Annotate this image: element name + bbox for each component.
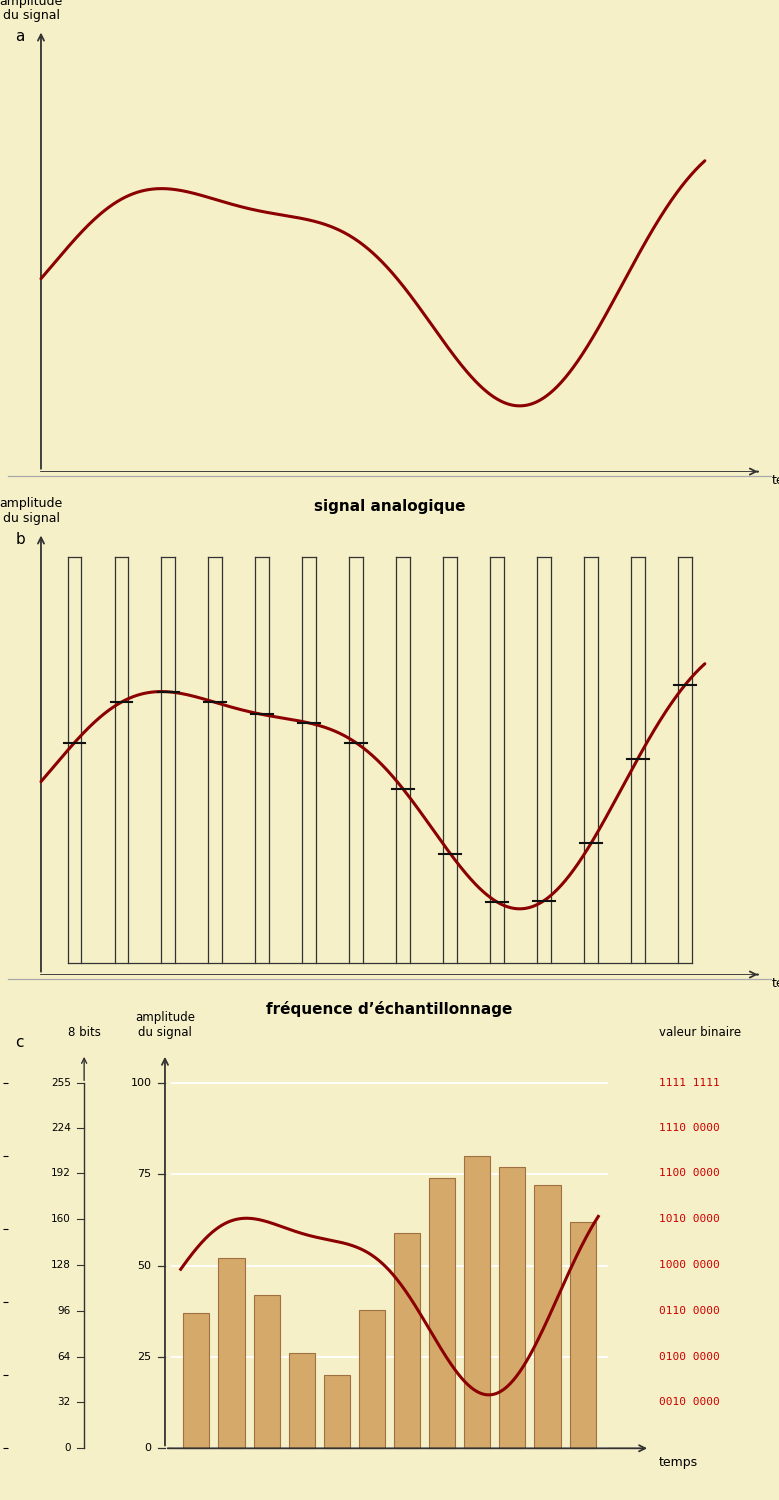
Bar	[289, 1353, 315, 1449]
Text: 160: 160	[51, 1214, 71, 1224]
Text: fréquence d’échantillonnage: fréquence d’échantillonnage	[266, 1002, 513, 1017]
Text: 100: 100	[131, 1078, 151, 1088]
Bar	[464, 1156, 490, 1449]
Text: c: c	[16, 1035, 24, 1050]
Bar	[394, 1233, 420, 1449]
Text: b: b	[16, 532, 25, 548]
Bar	[254, 1294, 280, 1449]
Text: 0: 0	[144, 1443, 151, 1454]
Bar	[429, 1178, 455, 1449]
Text: 96: 96	[58, 1306, 71, 1316]
Bar	[183, 1312, 210, 1449]
Bar	[569, 1222, 596, 1449]
Text: 255: 255	[51, 1078, 71, 1088]
Text: 1010 0000: 1010 0000	[659, 1214, 720, 1224]
Text: 192: 192	[51, 1168, 71, 1179]
Text: 0: 0	[64, 1443, 71, 1454]
Bar	[218, 1258, 245, 1449]
Text: 1110 0000: 1110 0000	[659, 1122, 720, 1132]
Text: 64: 64	[58, 1352, 71, 1362]
Text: temps: temps	[771, 976, 779, 990]
Text: 25: 25	[137, 1352, 151, 1362]
Text: 1000 0000: 1000 0000	[659, 1260, 720, 1270]
Text: amplitude
du signal: amplitude du signal	[0, 498, 62, 525]
Bar	[359, 1310, 385, 1449]
Text: a: a	[16, 28, 25, 44]
Bar	[534, 1185, 561, 1449]
Text: 50: 50	[137, 1260, 151, 1270]
Text: 32: 32	[58, 1398, 71, 1407]
Bar	[324, 1376, 350, 1449]
Text: signal analogique: signal analogique	[314, 498, 465, 513]
Text: amplitude
du signal: amplitude du signal	[0, 0, 62, 22]
Text: 0100 0000: 0100 0000	[659, 1352, 720, 1362]
Text: temps: temps	[771, 474, 779, 488]
Text: 1111 1111: 1111 1111	[659, 1078, 720, 1088]
Text: 1100 0000: 1100 0000	[659, 1168, 720, 1179]
Text: 0110 0000: 0110 0000	[659, 1306, 720, 1316]
Bar	[499, 1167, 525, 1449]
Text: 224: 224	[51, 1122, 71, 1132]
Text: temps: temps	[659, 1456, 698, 1470]
Text: 75: 75	[137, 1170, 151, 1179]
Text: 0010 0000: 0010 0000	[659, 1398, 720, 1407]
Text: valeur binaire: valeur binaire	[659, 1026, 741, 1039]
Text: amplitude
du signal: amplitude du signal	[135, 1011, 195, 1040]
Text: 128: 128	[51, 1260, 71, 1270]
Text: 8 bits: 8 bits	[68, 1026, 100, 1039]
